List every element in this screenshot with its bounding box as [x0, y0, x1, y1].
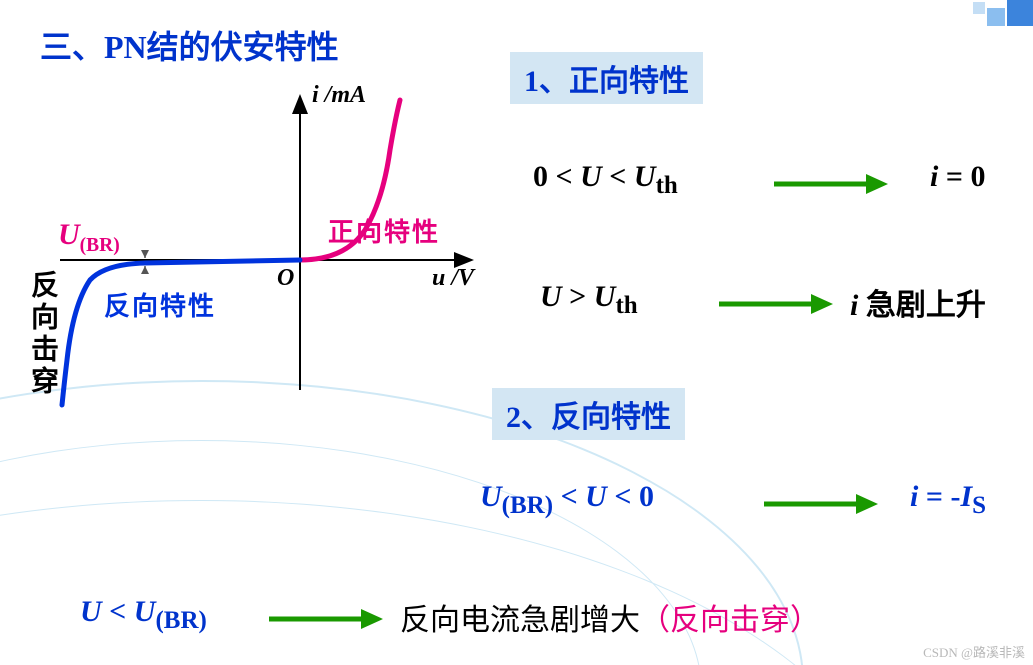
s1-row2-arrow: [715, 290, 835, 318]
s1-row2-right: i 急剧上升: [850, 280, 986, 324]
s1-row1-arrow: [770, 170, 890, 198]
forward-curve-label: 正向特性: [328, 212, 440, 249]
ubr-arrow-down: [141, 250, 149, 258]
watermark: CSDN @路溪非溪: [923, 642, 1025, 661]
s2-row1-right: i = -IS: [910, 480, 986, 520]
s1-row1-left: 0 < U < Uth: [533, 160, 678, 200]
page-title: 三、PN结的伏安特性: [40, 22, 339, 68]
section1-heading: 1、正向特性: [510, 52, 703, 104]
y-axis-label: i /mA: [312, 82, 366, 109]
s2-row2-right: 反向电流急剧增大（反向击穿）: [400, 595, 820, 639]
reverse-curve-label: 反向特性: [104, 286, 216, 323]
reverse-curve: [62, 260, 300, 405]
s1-row1-right: i = 0: [930, 160, 985, 194]
origin-label: O: [277, 265, 294, 292]
ubr-label: U(BR): [58, 218, 120, 257]
ubr-arrow-up: [141, 266, 149, 274]
breakdown-vertical-label: 反向击穿: [22, 270, 62, 398]
x-axis-label: u /V: [432, 265, 474, 292]
corner-deco: [963, 0, 1033, 30]
s2-row1-arrow: [760, 490, 880, 518]
section2-heading: 2、反向特性: [492, 388, 685, 440]
s2-row2-arrow: [265, 605, 385, 633]
s1-row2-left: U > Uth: [540, 280, 638, 320]
s2-row2-left: U < U(BR): [80, 595, 207, 635]
s2-row1-left: U(BR) < U < 0: [480, 480, 654, 520]
